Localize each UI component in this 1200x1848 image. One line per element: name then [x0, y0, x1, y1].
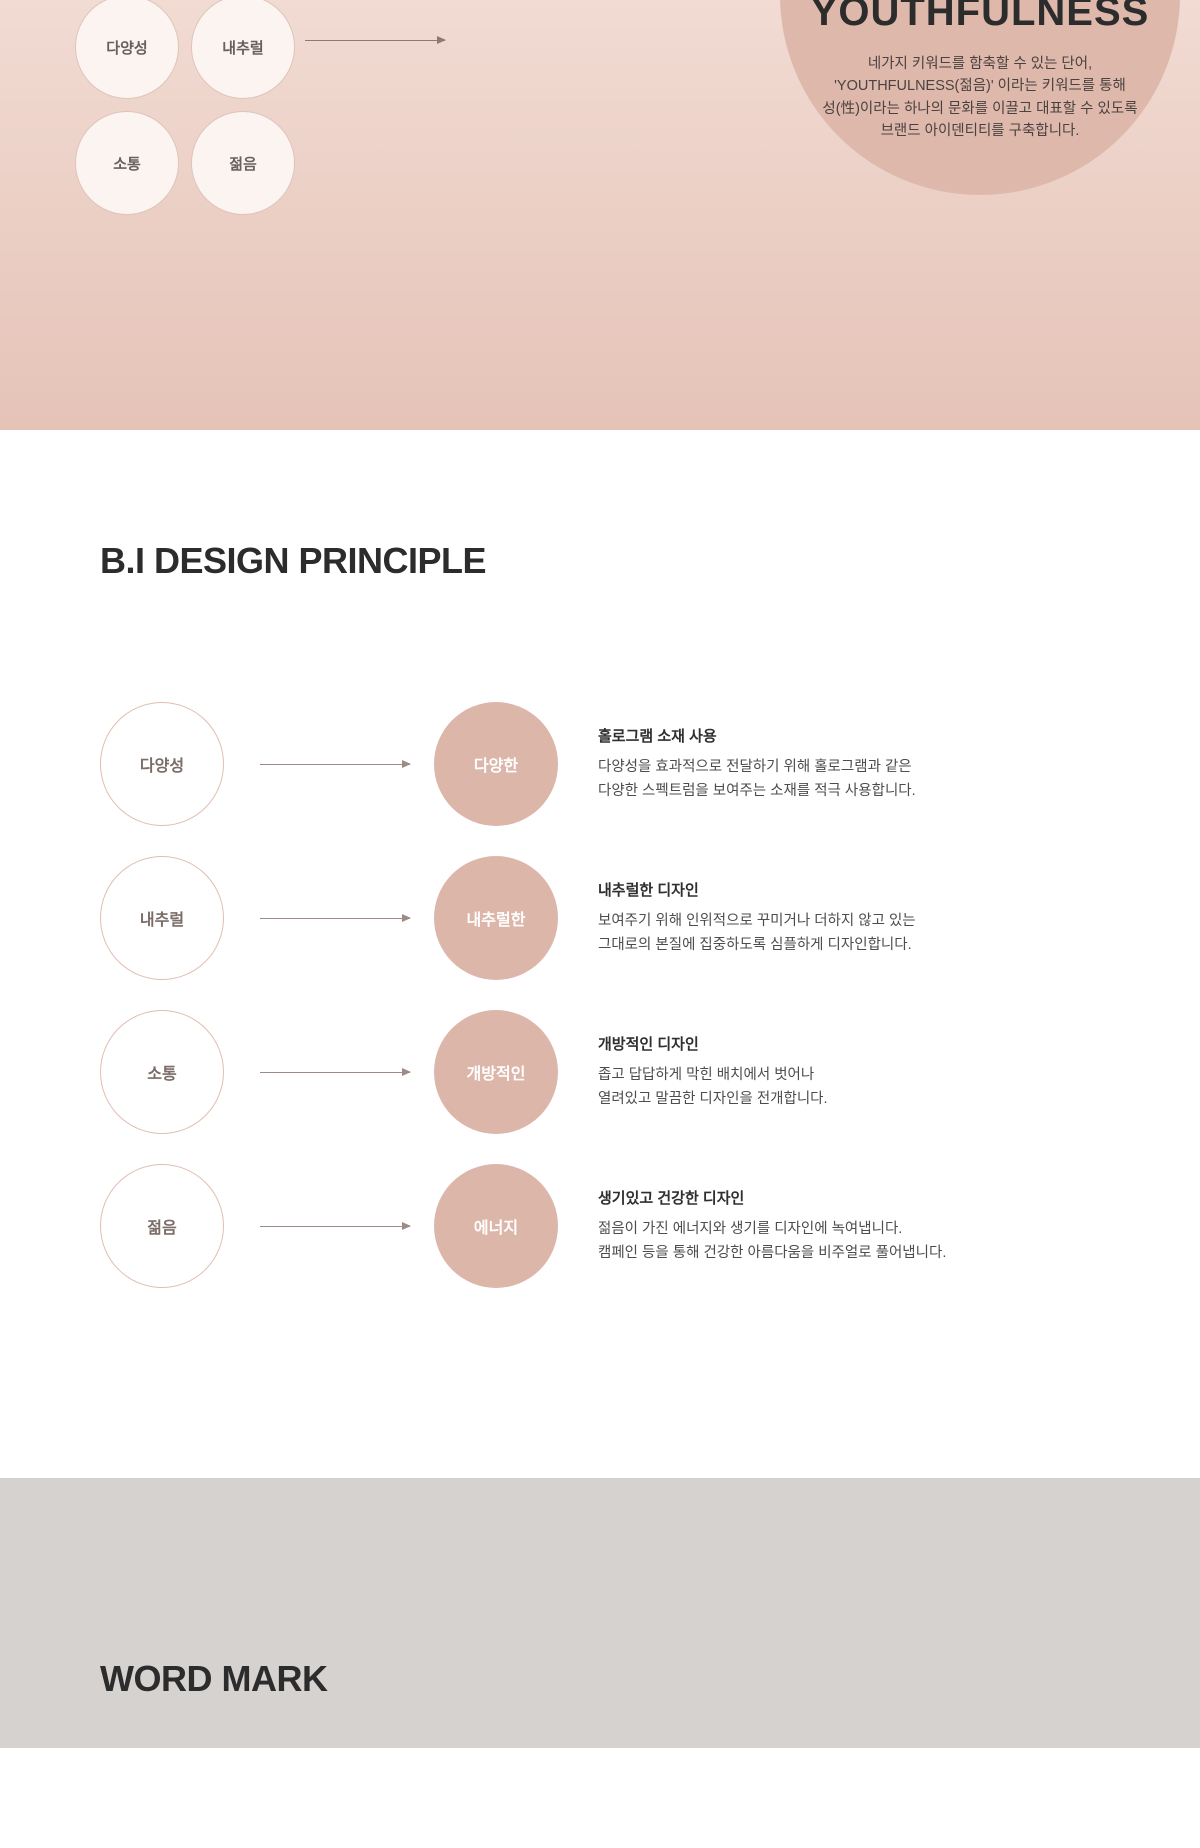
keyword-quad: 다양성 내추럴 소통 젊음 [75, 0, 295, 227]
principle-text-body: 다양성을 효과적으로 전달하기 위해 홀로그램과 같은 다양한 스펙트럼을 보여… [598, 756, 1100, 802]
principle-row: 소통 개방적인 개방적인 디자인좁고 답답하게 막힌 배치에서 벗어나 열려있고 말… [100, 1010, 1100, 1134]
principle-result-circle: 에너지 [434, 1164, 558, 1288]
arrow-icon [260, 1226, 410, 1227]
principle-source-circle: 젊음 [100, 1164, 224, 1288]
principle-result-circle: 다양한 [434, 702, 558, 826]
headline-desc: 네가지 키워드를 함축할 수 있는 단어, 'YOUTHFULNESS(젊음)'… [822, 53, 1137, 143]
keyword-circle: 젊음 [191, 111, 295, 215]
principle-text: 개방적인 디자인좁고 답답하게 막힌 배치에서 벗어나 열려있고 말끔한 디자인… [598, 1033, 1100, 1110]
principle-text-title: 내추럴한 디자인 [598, 879, 1100, 900]
hero-section: 다양성 내추럴 소통 젊음 YOUTHFULNESS 네가지 키워드를 함축할 … [0, 0, 1200, 430]
principles-section: B.I DESIGN PRINCIPLE 다양성다양한홀로그램 소재 사용다양성… [0, 430, 1200, 1478]
principle-row: 다양성 다양한 홀로그램 소재 사용다양성을 효과적으로 전달하기 위해 홀로그램과… [100, 702, 1100, 826]
principle-text-body: 젊음이 가진 에너지와 생기를 디자인에 녹여냅니다. 캠페인 등을 통해 건강… [598, 1218, 1100, 1264]
principle-result-circle: 개방적인 [434, 1010, 558, 1134]
principle-result-circle: 내추럴한 [434, 856, 558, 980]
arrow-icon [305, 40, 445, 41]
headline-circle: YOUTHFULNESS 네가지 키워드를 함축할 수 있는 단어, 'YOUT… [780, 0, 1180, 195]
headline-text: YOUTHFULNESS [811, 0, 1150, 35]
principle-text-title: 개방적인 디자인 [598, 1033, 1100, 1054]
section-title: B.I DESIGN PRINCIPLE [100, 540, 1100, 582]
principle-text: 내추럴한 디자인보여주기 위해 인위적으로 꾸미거나 더하지 않고 있는 그대로… [598, 879, 1100, 956]
principle-text: 홀로그램 소재 사용다양성을 효과적으로 전달하기 위해 홀로그램과 같은 다양… [598, 725, 1100, 802]
principle-row: 내추럴 내추럴한 내추럴한 디자인보여주기 위해 인위적으로 꾸미거나 더하지 않고… [100, 856, 1100, 980]
arrow-icon [260, 1072, 410, 1073]
keyword-circle: 다양성 [75, 0, 179, 99]
principle-text-body: 보여주기 위해 인위적으로 꾸미거나 더하지 않고 있는 그대로의 본질에 집중… [598, 910, 1100, 956]
principle-text-body: 좁고 답답하게 막힌 배치에서 벗어나 열려있고 말끔한 디자인을 전개합니다. [598, 1064, 1100, 1110]
wordmark-section: WORD MARK [0, 1478, 1200, 1748]
keyword-circle: 소통 [75, 111, 179, 215]
principle-text-title: 홀로그램 소재 사용 [598, 725, 1100, 746]
keyword-circle: 내추럴 [191, 0, 295, 99]
principle-source-circle: 내추럴 [100, 856, 224, 980]
arrow-icon [260, 918, 410, 919]
principle-source-circle: 소통 [100, 1010, 224, 1134]
principle-list: 다양성 다양한 홀로그램 소재 사용다양성을 효과적으로 전달하기 위해 홀로그램과… [100, 702, 1100, 1288]
principle-row: 젊음 에너지 생기있고 건강한 디자인젊음이 가진 에너지와 생기를 디자인에 녹여… [100, 1164, 1100, 1288]
principle-source-circle: 다양성 [100, 702, 224, 826]
arrow-icon [260, 764, 410, 765]
principle-text: 생기있고 건강한 디자인젊음이 가진 에너지와 생기를 디자인에 녹여냅니다. … [598, 1187, 1100, 1264]
principle-text-title: 생기있고 건강한 디자인 [598, 1187, 1100, 1208]
section-title: WORD MARK [100, 1658, 1100, 1700]
